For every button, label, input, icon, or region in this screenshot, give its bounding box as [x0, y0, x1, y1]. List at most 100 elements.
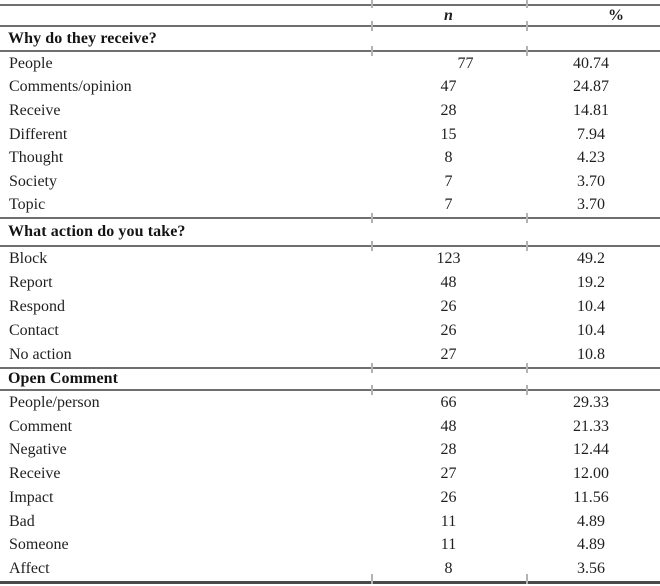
row-percent-value: 21.33: [573, 417, 609, 435]
row-n-value: 26: [440, 322, 457, 339]
section-end-rule: [0, 367, 660, 369]
table-row: Someone 11 4.89: [0, 534, 660, 558]
row-percent-value: 10.8: [577, 346, 605, 363]
row-label: Someone: [9, 536, 69, 554]
row-percent-value: 3.70: [577, 172, 605, 190]
column-header-percent: %: [608, 6, 624, 24]
row-percent-value: 19.2: [577, 274, 605, 291]
row-percent-value: 10.4: [577, 298, 605, 315]
column-separator-tick: [526, 46, 528, 56]
table-row: Comment 48 21.33: [0, 415, 660, 439]
row-label: People: [9, 54, 53, 72]
table-row: People 77 40.74: [0, 52, 660, 76]
row-label: People/person: [9, 393, 100, 411]
section-rows: Block 123 49.2 Report 48 19.2 Respond 26 10.4 Con…: [0, 247, 660, 367]
row-percent-value: 4.89: [577, 536, 605, 554]
table-row: Comments/opinion 47 24.87: [0, 76, 660, 100]
row-n-value: 47: [440, 78, 457, 96]
section-rows: People 77 40.74 Comments/opinion 47 24.87 Rece…: [0, 52, 660, 217]
row-percent-value: 4.89: [577, 512, 605, 530]
table-row: Negative 28 12.44: [0, 439, 660, 463]
row-label: Receive: [9, 465, 61, 483]
row-n-value: 26: [440, 298, 457, 315]
row-label: Thought: [9, 149, 64, 167]
row-percent-value: 14.81: [573, 101, 609, 119]
section-title: What action do you take?: [8, 223, 186, 240]
row-n-value: 66: [440, 393, 457, 411]
table-row: People/person 66 29.33: [0, 391, 660, 415]
row-percent-value: 29.33: [573, 393, 609, 411]
column-separator-tick: [371, 241, 373, 251]
row-n-value: 27: [440, 346, 457, 363]
row-n-value: 8: [444, 149, 453, 167]
row-n-value: 48: [440, 417, 457, 435]
column-separator-tick: [371, 363, 373, 373]
row-n-value: 28: [440, 441, 457, 459]
column-separator-tick: [526, 213, 528, 223]
column-separator-tick: [371, 46, 373, 56]
table-row: Society 7 3.70: [0, 170, 660, 194]
column-separator-tick: [371, 213, 373, 223]
column-separator-tick: [371, 0, 373, 8]
row-n-value: 26: [440, 488, 457, 506]
row-percent-value: 40.74: [573, 54, 609, 72]
row-percent-value: 12.00: [573, 465, 609, 483]
row-n-value: 123: [436, 250, 461, 267]
row-percent-value: 10.4: [577, 322, 605, 339]
section-title-rule: [0, 389, 660, 391]
row-label: Comments/opinion: [9, 78, 132, 96]
section-title: Why do they receive?: [8, 29, 157, 47]
row-n-value: 7: [444, 196, 453, 214]
row-label: Impact: [9, 488, 54, 506]
row-label: Bad: [9, 512, 35, 530]
row-label: Different: [9, 125, 68, 143]
row-n-value: 15: [440, 125, 457, 143]
row-n-value: 48: [440, 274, 457, 291]
column-header-n: n: [444, 6, 453, 24]
table-row: Topic 7 3.70: [0, 193, 660, 217]
table-row: Thought 8 4.23: [0, 146, 660, 170]
table-row: Bad 11 4.89: [0, 510, 660, 534]
column-separator-tick: [526, 0, 528, 8]
column-separator-tick: [526, 21, 528, 31]
section-rows: People/person 66 29.33 Comment 48 21.33 Negati…: [0, 391, 660, 581]
column-separator-tick: [526, 385, 528, 395]
section-title-rule: [0, 245, 660, 247]
table-row: Impact 26 11.56: [0, 486, 660, 510]
row-n-value: 28: [440, 101, 457, 119]
section-title: Open Comment: [8, 370, 119, 387]
row-label: Comment: [9, 417, 73, 435]
row-label: Receive: [9, 101, 61, 119]
row-label: Report: [9, 274, 53, 291]
row-n-value: 11: [440, 512, 457, 530]
row-percent-value: 11.56: [573, 488, 609, 506]
row-label: No action: [9, 346, 72, 363]
table-row: No action 27 10.8: [0, 343, 660, 367]
table-row: Different 15 7.94: [0, 123, 660, 147]
column-separator-tick: [526, 574, 528, 584]
table-row: Respond 26 10.4: [0, 295, 660, 319]
table-row: Affect 8 3.56: [0, 557, 660, 581]
row-label: Respond: [9, 298, 65, 315]
table-row: Receive 27 12.00: [0, 462, 660, 486]
table-row: Receive 28 14.81: [0, 99, 660, 123]
row-label: Negative: [9, 441, 67, 459]
row-n-value: 8: [444, 560, 453, 578]
column-separator-tick: [371, 385, 373, 395]
row-percent-value: 24.87: [573, 78, 609, 96]
row-label: Society: [9, 172, 57, 190]
row-percent-value: 3.56: [577, 560, 605, 578]
table-row: Block 123 49.2: [0, 247, 660, 271]
header-bottom-rule: [0, 25, 660, 27]
table-bottom-rule: [0, 581, 660, 584]
section-end-rule: [0, 217, 660, 219]
row-label: Topic: [9, 196, 46, 214]
row-n-value: 7: [444, 172, 453, 190]
row-percent-value: 7.94: [577, 125, 605, 143]
section-title-rule: [0, 50, 660, 52]
column-separator-tick: [526, 363, 528, 373]
row-percent-value: 3.70: [577, 196, 605, 214]
row-label: Contact: [9, 322, 59, 339]
